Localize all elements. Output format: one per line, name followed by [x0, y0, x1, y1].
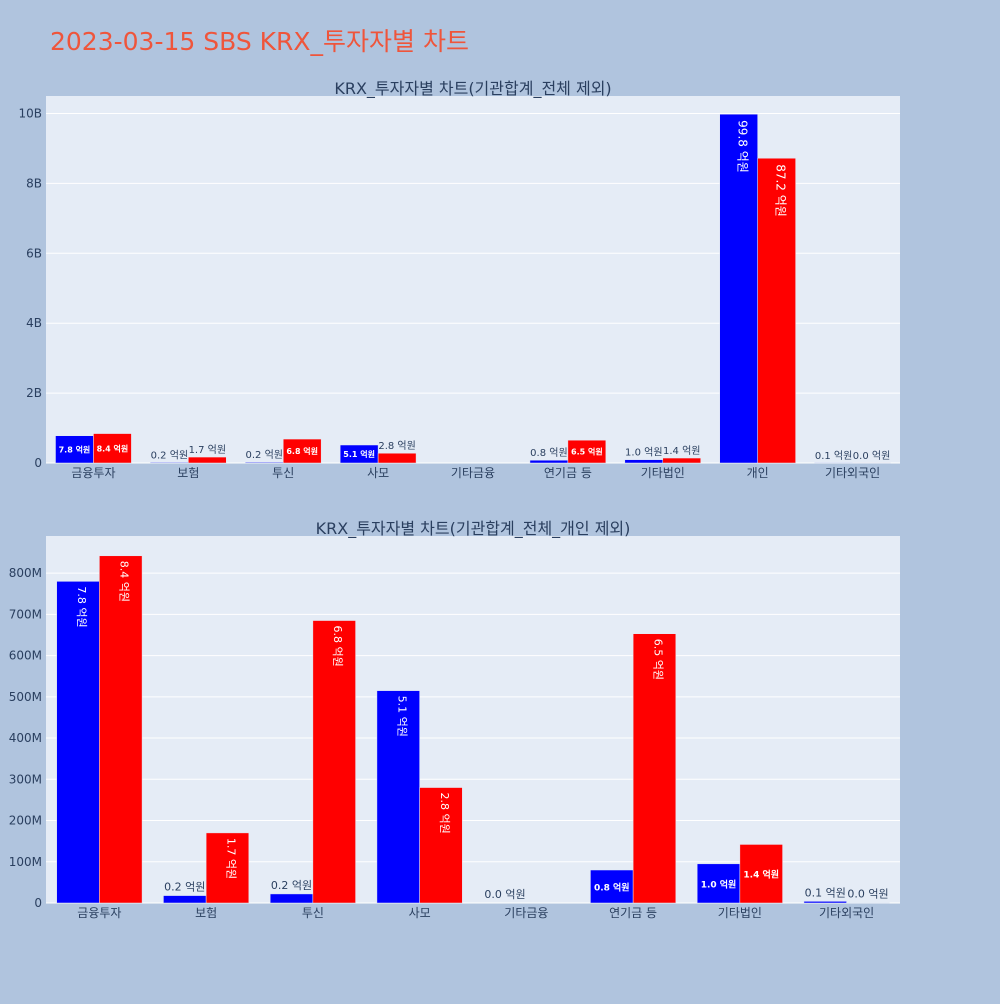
x-tick-label: 사모	[367, 466, 389, 480]
y-tick-label: 800M	[9, 566, 42, 580]
x-tick-label: 금융투자	[77, 906, 121, 920]
y-tick-label: 8B	[26, 176, 42, 190]
chart-2: 0 100M 200M 300M 400M 500M 600M 700M 800M KRX_투자자…	[9, 519, 900, 920]
data-label: 1.0 억원	[625, 447, 662, 459]
bar	[625, 460, 663, 463]
data-label: 99.8 억원	[736, 120, 750, 173]
data-label: 5.1 억원	[343, 449, 375, 459]
data-label: 0.8 억원	[594, 882, 630, 894]
data-label: 0.2 억원	[151, 449, 188, 461]
data-label: 6.5 억원	[651, 639, 664, 680]
x-tick-label: 기타금융	[504, 906, 548, 920]
data-label: 0.0 억원	[853, 450, 890, 462]
bar	[57, 581, 100, 903]
x-tick-label: 기타금융	[451, 466, 495, 480]
bar	[150, 462, 188, 463]
bar	[245, 462, 283, 463]
bar	[378, 453, 416, 463]
data-label: 0.8 억원	[530, 447, 567, 459]
x-tick-label: 보험	[195, 906, 217, 920]
y-tick-label: 500M	[9, 690, 42, 704]
data-label: 1.7 억원	[189, 444, 226, 456]
bar	[163, 896, 206, 903]
data-label: 1.4 억원	[663, 445, 700, 457]
data-label: 8.4 억원	[97, 443, 129, 453]
y-tick-label: 6B	[26, 246, 42, 260]
x-tick-label: 연기금 등	[544, 466, 592, 480]
chart-title: KRX_투자자별 차트(기관합계_전체 제외)	[334, 79, 611, 99]
page-title: 2023-03-15 SBS KRX_투자자별 차트	[50, 22, 469, 58]
x-tick-label: 기타법인	[641, 466, 685, 480]
data-label: 6.5 억원	[571, 447, 603, 457]
y-tick-label: 10B	[18, 106, 42, 120]
bar	[663, 458, 701, 463]
bar	[188, 457, 226, 463]
bar	[530, 460, 568, 463]
x-tick-label: 금융투자	[71, 466, 115, 480]
bar	[270, 894, 313, 903]
y-tick-label: 0	[34, 456, 42, 470]
data-label: 0.2 억원	[271, 879, 312, 892]
data-label: 0.0 억원	[484, 888, 525, 901]
data-label: 2.8 억원	[438, 793, 451, 834]
data-label: 0.0 억원	[847, 888, 888, 901]
y-tick-label: 200M	[9, 814, 42, 828]
data-label: 7.8 억원	[59, 444, 91, 454]
bar	[804, 901, 847, 903]
x-tick-label: 기타외국인	[819, 906, 874, 920]
data-label: 0.2 억원	[164, 881, 205, 894]
data-label: 6.8 억원	[286, 446, 318, 456]
data-label: 8.4 억원	[118, 561, 131, 602]
x-tick-label: 기타외국인	[825, 466, 880, 480]
y-tick-label: 300M	[9, 772, 42, 786]
chart-1: 0 2B 4B 6B 8B 10B KRX_투자자별 차트(기관합계_전체 제외) 금융투자 7…	[18, 79, 900, 480]
y-tick-label: 0	[34, 896, 42, 910]
y-tick-label: 4B	[26, 316, 42, 330]
data-label: 0.1 억원	[815, 450, 852, 462]
bar	[99, 556, 142, 903]
y-tick-label: 600M	[9, 649, 42, 663]
data-label: 2.8 억원	[378, 440, 415, 452]
data-label: 6.8 억원	[331, 626, 344, 667]
x-tick-label: 투신	[302, 906, 324, 920]
data-label: 5.1 억원	[395, 696, 408, 737]
y-tick-label: 400M	[9, 731, 42, 745]
data-label: 7.8 억원	[75, 586, 88, 627]
x-tick-label: 연기금 등	[609, 906, 657, 920]
y-tick-label: 100M	[9, 855, 42, 869]
data-label: 87.2 억원	[774, 164, 788, 217]
data-label: 1.7 억원	[224, 838, 237, 879]
data-label: 1.0 억원	[701, 878, 737, 890]
data-label: 0.1 억원	[805, 886, 846, 899]
x-tick-label: 기타법인	[718, 906, 762, 920]
x-tick-label: 사모	[409, 906, 431, 920]
data-label: 1.4 억원	[743, 869, 779, 881]
x-tick-label: 보험	[177, 466, 199, 480]
x-tick-label: 투신	[272, 466, 294, 480]
y-tick-label: 2B	[26, 386, 42, 400]
data-label: 0.2 억원	[246, 449, 283, 461]
y-tick-label: 700M	[9, 607, 42, 621]
chart-title: KRX_투자자별 차트(기관합계_전체_개인 제외)	[316, 519, 631, 539]
x-tick-label: 개인	[747, 466, 769, 480]
